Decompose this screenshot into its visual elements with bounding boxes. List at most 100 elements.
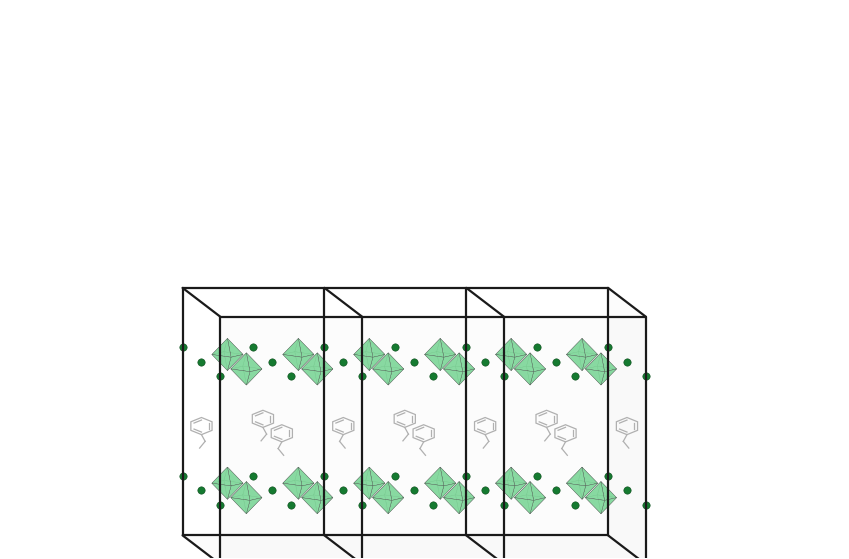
Polygon shape <box>514 498 534 514</box>
Polygon shape <box>298 483 314 499</box>
Point <box>568 500 582 509</box>
Polygon shape <box>436 467 456 483</box>
Polygon shape <box>246 369 262 385</box>
Polygon shape <box>318 498 333 514</box>
Polygon shape <box>354 354 373 371</box>
Polygon shape <box>373 495 388 514</box>
Polygon shape <box>388 498 404 514</box>
Polygon shape <box>369 467 385 486</box>
Polygon shape <box>243 495 262 514</box>
Polygon shape <box>228 483 243 499</box>
Polygon shape <box>373 353 388 369</box>
Polygon shape <box>373 369 391 385</box>
Polygon shape <box>354 352 369 371</box>
Polygon shape <box>585 366 601 385</box>
Polygon shape <box>424 480 441 499</box>
Polygon shape <box>224 480 243 499</box>
Polygon shape <box>212 352 228 371</box>
Polygon shape <box>608 288 646 559</box>
Polygon shape <box>508 352 526 371</box>
Point <box>284 500 298 509</box>
Polygon shape <box>511 483 526 499</box>
Polygon shape <box>508 338 526 354</box>
Polygon shape <box>385 481 404 498</box>
Polygon shape <box>424 338 441 354</box>
Polygon shape <box>601 498 616 514</box>
Polygon shape <box>354 467 369 483</box>
Polygon shape <box>283 483 302 499</box>
Point <box>639 500 653 509</box>
Polygon shape <box>243 481 262 498</box>
Polygon shape <box>508 467 526 483</box>
Polygon shape <box>388 353 404 372</box>
Polygon shape <box>511 338 526 357</box>
Polygon shape <box>212 480 228 499</box>
Polygon shape <box>313 366 333 385</box>
Polygon shape <box>283 480 298 499</box>
Polygon shape <box>424 467 444 486</box>
Polygon shape <box>436 480 456 499</box>
Polygon shape <box>526 366 546 385</box>
Polygon shape <box>566 338 582 354</box>
Polygon shape <box>283 352 298 371</box>
Polygon shape <box>385 366 404 385</box>
Point <box>214 500 228 509</box>
Polygon shape <box>526 495 546 514</box>
Point <box>620 486 633 495</box>
Polygon shape <box>369 483 385 499</box>
Polygon shape <box>456 366 475 385</box>
Polygon shape <box>212 354 231 371</box>
Polygon shape <box>354 338 373 357</box>
Point <box>459 471 473 480</box>
Point <box>356 372 369 381</box>
Polygon shape <box>585 369 604 385</box>
Polygon shape <box>456 495 475 514</box>
Polygon shape <box>318 481 333 500</box>
Polygon shape <box>566 354 586 371</box>
Polygon shape <box>598 366 616 385</box>
Polygon shape <box>246 498 262 514</box>
Point <box>549 357 563 366</box>
Polygon shape <box>441 354 456 371</box>
Polygon shape <box>283 467 302 486</box>
Polygon shape <box>443 353 459 369</box>
Polygon shape <box>301 353 321 372</box>
Polygon shape <box>283 354 302 371</box>
Polygon shape <box>598 353 616 369</box>
Polygon shape <box>228 354 243 371</box>
Polygon shape <box>443 495 459 514</box>
Polygon shape <box>443 366 459 385</box>
Polygon shape <box>514 353 530 369</box>
Polygon shape <box>369 354 385 371</box>
Polygon shape <box>354 483 373 499</box>
Polygon shape <box>366 467 385 483</box>
Polygon shape <box>424 467 441 483</box>
Polygon shape <box>514 353 534 372</box>
Polygon shape <box>496 483 514 499</box>
Point <box>426 372 440 381</box>
Polygon shape <box>231 481 250 500</box>
Polygon shape <box>530 481 546 500</box>
Polygon shape <box>578 467 598 483</box>
Point <box>498 500 511 509</box>
Point <box>176 343 189 352</box>
Point <box>531 343 544 352</box>
Polygon shape <box>221 317 646 559</box>
Polygon shape <box>231 369 250 385</box>
Polygon shape <box>298 338 314 357</box>
Polygon shape <box>388 369 404 385</box>
Polygon shape <box>212 338 228 354</box>
Point <box>356 500 369 509</box>
Point <box>389 471 402 480</box>
Polygon shape <box>369 338 385 357</box>
Polygon shape <box>436 338 456 354</box>
Point <box>568 372 582 381</box>
Polygon shape <box>231 498 250 514</box>
Point <box>408 357 421 366</box>
Polygon shape <box>298 467 314 486</box>
Polygon shape <box>301 366 318 385</box>
Polygon shape <box>585 353 601 369</box>
Polygon shape <box>578 338 598 354</box>
Polygon shape <box>283 338 302 357</box>
Polygon shape <box>530 353 546 372</box>
